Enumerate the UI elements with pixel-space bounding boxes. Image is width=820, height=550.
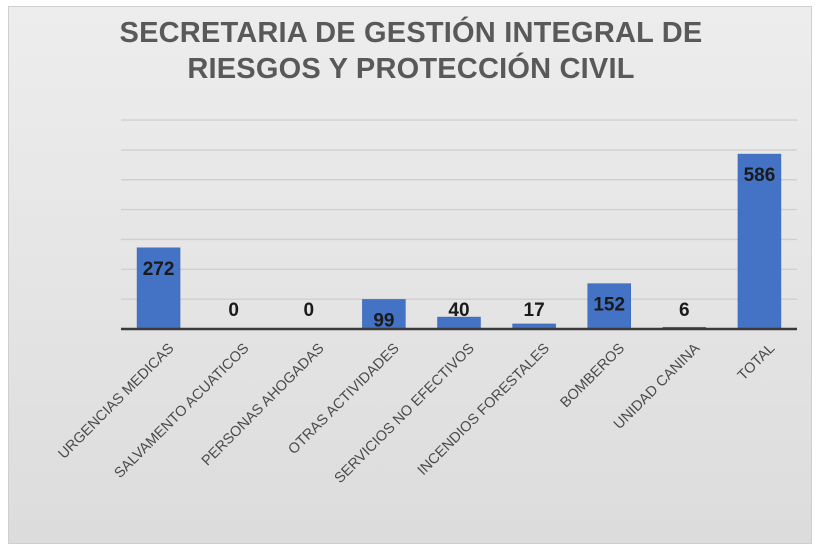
data-labels: 272 0 0 99 40 17 152 6 586 — [143, 165, 776, 331]
x-tick-label: INCENDIOS FORESTALES — [415, 341, 553, 479]
x-tick-label: TOTAL — [735, 341, 778, 384]
bar — [587, 283, 631, 330]
x-tick-label: PERSONAS AHOGADAS — [199, 341, 328, 470]
data-label: 6 — [679, 300, 690, 321]
bar — [136, 247, 181, 330]
data-label: 0 — [228, 300, 239, 321]
chart-title-line-1: SECRETARIA DE GESTIÓN INTEGRAL DE — [119, 17, 703, 49]
data-label: 0 — [303, 300, 314, 321]
data-label: 99 — [373, 310, 394, 331]
x-tick-label: SALVAMENTO ACUATICOS — [111, 341, 252, 482]
chart-title: SECRETARIA DE GESTIÓN INTEGRAL DE RIESGO… — [9, 15, 813, 87]
bars — [136, 153, 782, 330]
chart-title-line-2: RIESGOS Y PROTECCIÓN CIVIL — [187, 53, 635, 85]
data-label: 17 — [524, 300, 545, 321]
x-tick-label: SERVICIOS NO EFECTIVOS — [332, 341, 478, 487]
bar — [737, 153, 782, 330]
gridlines — [121, 119, 797, 300]
bar-chart: 272 0 0 99 40 17 152 6 586 URGENCIAS MEDICASSALV… — [56, 119, 797, 487]
data-label: 152 — [593, 295, 625, 316]
data-label: 586 — [744, 165, 776, 186]
chart-frame: SECRETARIA DE GESTIÓN INTEGRAL DE RIESGO… — [8, 6, 812, 544]
data-label: 272 — [143, 259, 175, 280]
data-label: 40 — [448, 300, 469, 321]
x-tick-label: BOMBEROS — [557, 341, 628, 412]
